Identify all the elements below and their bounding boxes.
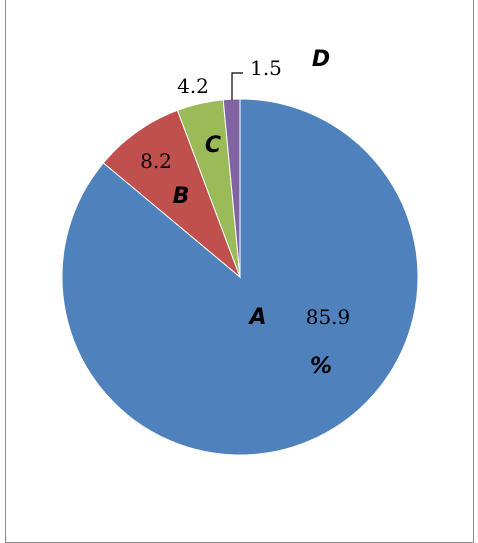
slice-d-value-label: 1.5	[250, 56, 282, 80]
slice-d-leader-line	[231, 72, 243, 100]
slice-c-category-label: C	[205, 133, 221, 158]
pie-slice-b	[102, 109, 242, 279]
slice-a-value-label: 85.9	[306, 305, 351, 329]
slice-a-unit-label: %	[310, 354, 332, 379]
pie-slices	[61, 98, 419, 456]
slice-b-category-label: B	[173, 184, 190, 209]
slice-a-category-label: A	[247, 305, 266, 330]
slice-c-value-label: 4.2	[177, 74, 209, 98]
slice-b-value-label: 8.2	[140, 149, 172, 173]
pie-slice-a	[61, 98, 419, 456]
slice-d-category-label: D	[312, 47, 330, 72]
